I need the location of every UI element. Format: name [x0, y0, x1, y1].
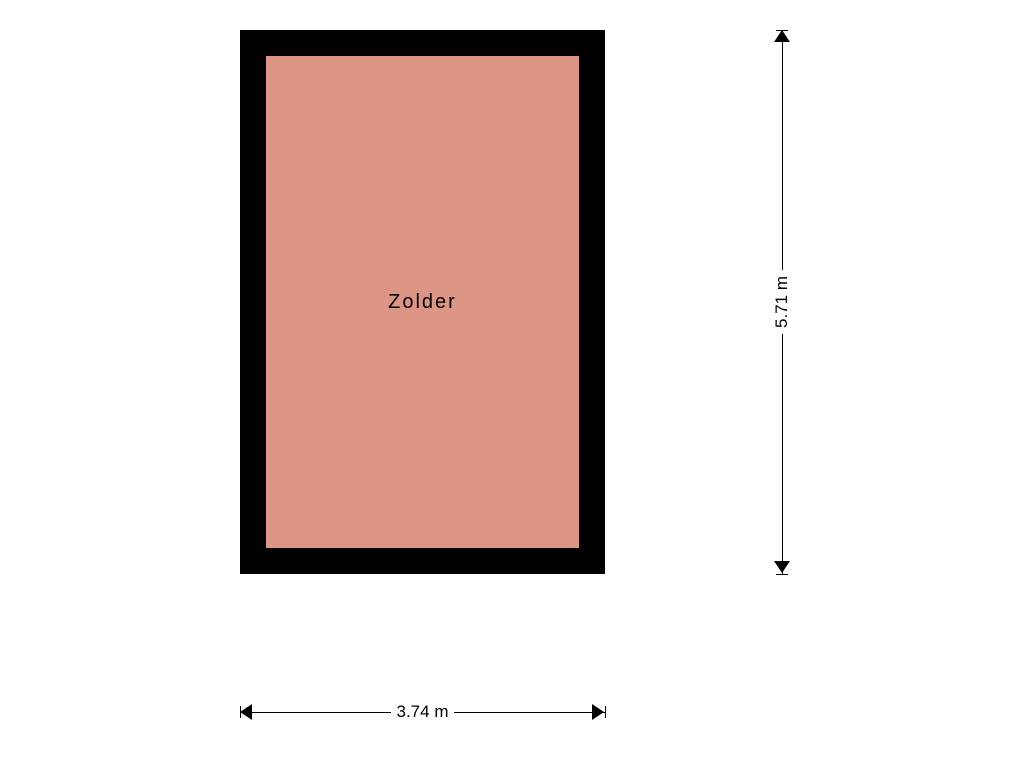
dimension-width-arrow-left-icon	[240, 704, 252, 720]
dimension-width-tick-right	[605, 706, 606, 718]
dimension-height-tick-top	[776, 30, 788, 31]
dimension-height-arrow-down-icon	[774, 561, 790, 573]
dimension-width-label: 3.74 m	[391, 702, 455, 722]
floorplan-canvas: Zolder 3.74 m 5.71 m	[0, 0, 1024, 768]
room-label: Zolder	[388, 291, 457, 314]
dimension-height-label: 5.71 m	[772, 270, 792, 334]
room-wall: Zolder	[240, 30, 605, 574]
dimension-height-tick-bottom	[776, 574, 788, 575]
room-interior: Zolder	[266, 56, 579, 548]
dimension-width-arrow-right-icon	[592, 704, 604, 720]
dimension-width-tick-left	[240, 706, 241, 718]
dimension-height-arrow-up-icon	[774, 30, 790, 42]
